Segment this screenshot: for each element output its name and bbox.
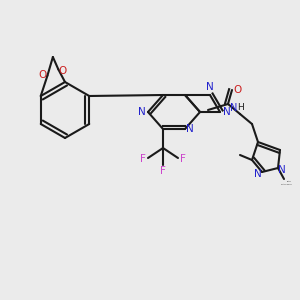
Text: H: H <box>238 103 244 112</box>
Text: N: N <box>230 103 237 113</box>
Text: methyl implied: methyl implied <box>281 183 291 184</box>
Text: N: N <box>254 169 262 179</box>
Text: N: N <box>278 165 286 175</box>
Text: F: F <box>160 166 166 176</box>
Text: N: N <box>138 107 146 117</box>
Text: O: O <box>38 70 46 80</box>
Text: N: N <box>223 107 231 117</box>
Text: O: O <box>233 85 241 95</box>
Text: N: N <box>186 124 194 134</box>
Text: N: N <box>206 82 214 92</box>
Text: methyl: methyl <box>286 180 291 181</box>
Text: F: F <box>140 154 146 164</box>
Text: F: F <box>180 154 186 164</box>
Text: O: O <box>58 66 67 76</box>
